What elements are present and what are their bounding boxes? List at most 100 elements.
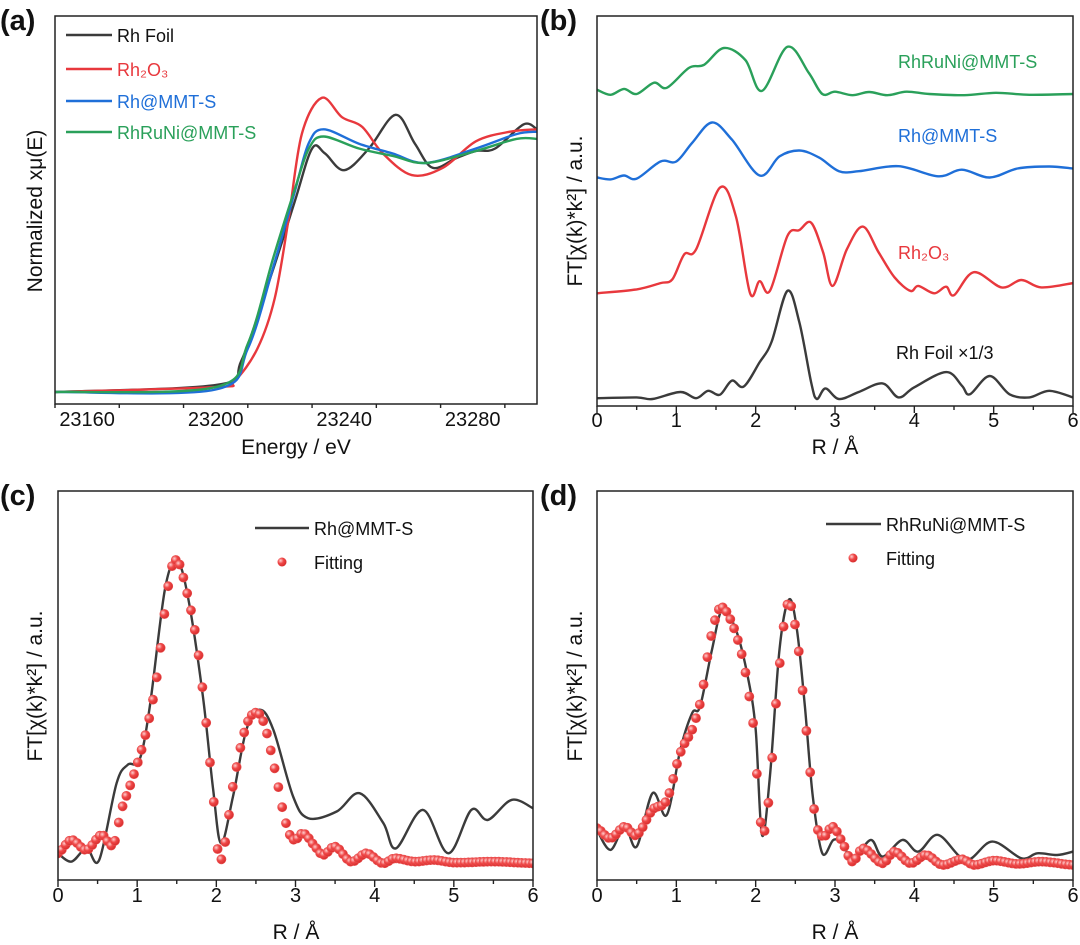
data-point bbox=[186, 605, 196, 616]
series-line-rh-mmt-s bbox=[58, 559, 533, 864]
data-point bbox=[269, 763, 280, 774]
x-tick-label: 2 bbox=[750, 885, 761, 907]
data-point bbox=[778, 621, 789, 632]
series-label-rh-mmt-s: Rh@MMT-S bbox=[898, 126, 997, 146]
data-point bbox=[809, 804, 819, 814]
data-point bbox=[258, 716, 269, 727]
data-point bbox=[205, 757, 215, 768]
x-tick-label: 23160 bbox=[59, 409, 115, 431]
data-point bbox=[125, 780, 136, 791]
data-point bbox=[281, 818, 291, 829]
series-line-rh-o bbox=[597, 185, 1073, 298]
y-axis-title-c: FT[χ(k)*k²] / a.u. bbox=[24, 610, 47, 761]
legend-label-rhruni-mmt-s: RhRuNi@MMT-S bbox=[117, 123, 256, 143]
data-point bbox=[736, 649, 747, 659]
y-axis-title-a: Normalized xμ(E) bbox=[24, 130, 47, 293]
data-point bbox=[136, 744, 147, 755]
data-point bbox=[224, 809, 234, 820]
x-tick-label: 5 bbox=[448, 885, 459, 907]
data-point bbox=[132, 757, 143, 768]
x-tick-label: 2 bbox=[750, 410, 761, 432]
data-point bbox=[752, 768, 762, 779]
data-point bbox=[239, 727, 250, 738]
data-point bbox=[155, 642, 166, 653]
data-point bbox=[144, 713, 155, 724]
x-axis-title-a: Energy / eV bbox=[241, 436, 351, 459]
data-point bbox=[197, 682, 208, 693]
plot-panel-b: 0 1 2 3 4 5 6 bbox=[591, 15, 1079, 432]
data-point bbox=[189, 625, 200, 635]
data-point bbox=[774, 658, 785, 668]
legend-label-fitting: Fitting bbox=[314, 553, 363, 573]
axes-frame bbox=[54, 15, 538, 405]
data-point bbox=[231, 762, 242, 772]
data-point bbox=[675, 746, 686, 757]
data-point bbox=[771, 698, 781, 709]
legend-a: Rh Foil Rh₂O₃ Rh@MMT-S RhRuNi@MMT-S bbox=[66, 26, 256, 143]
data-point bbox=[113, 817, 124, 828]
data-point bbox=[151, 672, 162, 683]
series-label-rh2o3: Rh₂O₃ bbox=[898, 243, 949, 263]
data-point bbox=[748, 718, 758, 728]
x-tick-label: 0 bbox=[52, 885, 63, 907]
series-line-rhruni-mmt-s bbox=[597, 45, 1073, 97]
series-line-rhruni-mmt-s bbox=[55, 135, 537, 394]
data-point bbox=[262, 728, 272, 739]
data-point bbox=[672, 759, 682, 769]
data-point bbox=[117, 801, 128, 812]
data-point bbox=[797, 685, 808, 696]
x-tick-label: 0 bbox=[591, 885, 602, 907]
plot-area bbox=[597, 45, 1073, 401]
data-point bbox=[805, 767, 816, 778]
data-point bbox=[220, 837, 231, 847]
x-axis-title-b: R / Å bbox=[812, 436, 859, 459]
data-point bbox=[740, 667, 751, 678]
series-fitting-markers bbox=[58, 555, 533, 869]
x-tick-label: 3 bbox=[829, 885, 840, 907]
data-point bbox=[668, 774, 679, 784]
data-point bbox=[163, 581, 174, 592]
panel-label-d: (d) bbox=[540, 480, 577, 512]
legend-label-fitting: Fitting bbox=[886, 549, 935, 569]
data-point bbox=[1068, 860, 1073, 870]
data-point bbox=[193, 650, 204, 661]
x-tick-label: 1 bbox=[671, 410, 682, 432]
x-tick-label: 4 bbox=[909, 410, 920, 432]
data-point bbox=[178, 572, 189, 583]
x-axis-title-d: R / Å bbox=[812, 921, 859, 944]
plot-panel-a: 23160 23200 23240 23280 bbox=[54, 15, 538, 431]
data-point bbox=[216, 854, 227, 865]
legend-label-rh2o3: Rh₂O₃ bbox=[117, 60, 168, 80]
data-point bbox=[710, 615, 720, 626]
data-point bbox=[801, 726, 812, 736]
series-label-rh-foil: Rh Foil ×1/3 bbox=[896, 343, 994, 363]
x-tick-label: 3 bbox=[290, 885, 301, 907]
data-point bbox=[277, 802, 288, 813]
data-point bbox=[793, 646, 804, 657]
plot-area bbox=[55, 96, 537, 395]
series-label-rhruni-mmt-s: RhRuNi@MMT-S bbox=[898, 52, 1037, 72]
series-line-rh-foil-1-3 bbox=[597, 289, 1073, 401]
data-point bbox=[159, 609, 170, 619]
panel-label-a: (a) bbox=[0, 5, 35, 37]
axes-frame bbox=[596, 15, 1074, 407]
data-point bbox=[664, 788, 675, 798]
data-point bbox=[839, 841, 850, 852]
x-tick-label: 6 bbox=[1067, 410, 1078, 432]
series-fitting-markers bbox=[597, 599, 1073, 870]
x-tick-label: 5 bbox=[988, 885, 999, 907]
data-point bbox=[698, 679, 709, 690]
legend-c: Rh@MMT-S Fitting bbox=[255, 519, 413, 573]
data-point bbox=[733, 635, 743, 645]
data-point bbox=[121, 791, 132, 801]
legend-label-rh-mmt-s: Rh@MMT-S bbox=[314, 519, 413, 539]
x-tick-label: 1 bbox=[671, 885, 682, 907]
data-point bbox=[767, 752, 778, 763]
data-point bbox=[174, 559, 185, 570]
data-point bbox=[706, 631, 717, 641]
panel-label-c: (c) bbox=[0, 480, 35, 512]
series-line-rhruni-mmt-s bbox=[597, 597, 1073, 862]
x-tick-label: 23200 bbox=[188, 409, 244, 431]
legend-marker-fitting bbox=[848, 553, 858, 563]
data-point bbox=[148, 694, 158, 705]
